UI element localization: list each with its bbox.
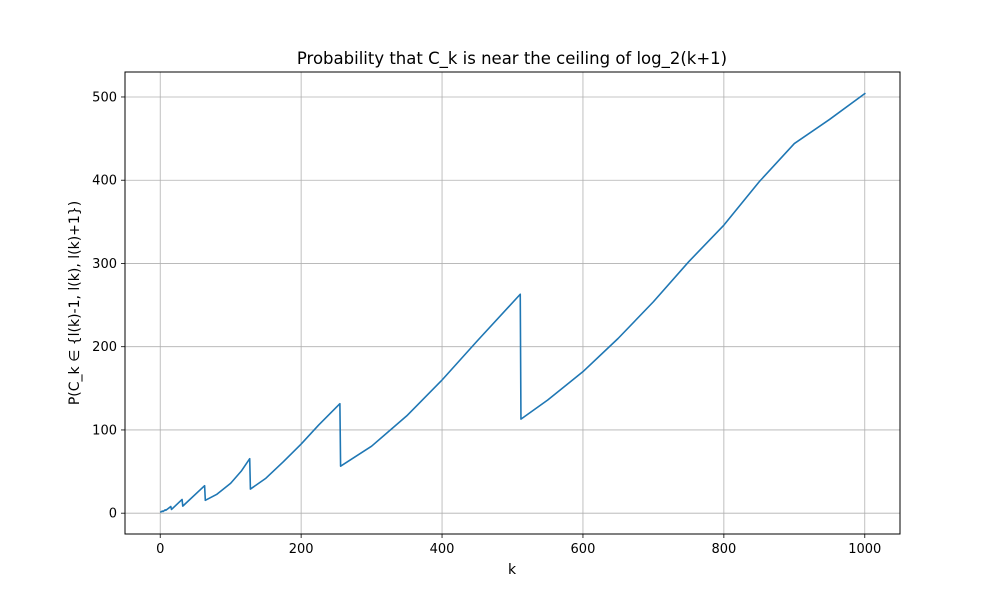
y-tick-label: 0 xyxy=(109,507,117,522)
y-tick-label: 300 xyxy=(92,257,117,272)
y-axis-label: P(C_k ∈ {l(k)-1, l(k), l(k)+1}) xyxy=(67,201,83,405)
x-tick-label: 0 xyxy=(156,542,164,557)
x-axis-label: k xyxy=(508,562,517,578)
ticks: 0 200 400 600 800 1000 0 100 200 300 400 500 xyxy=(92,90,881,557)
plot-frame xyxy=(124,71,901,535)
y-tick-label: 500 xyxy=(92,90,117,105)
chart-title: Probability that C_k is near the ceiling… xyxy=(297,49,727,69)
x-tick-label: 800 xyxy=(711,542,736,557)
y-tick-label: 400 xyxy=(92,174,117,189)
grid xyxy=(125,72,900,534)
x-tick-label: 1000 xyxy=(848,542,881,557)
x-tick-label: 200 xyxy=(289,542,314,557)
x-tick-label: 600 xyxy=(571,542,596,557)
y-tick-label: 100 xyxy=(92,423,117,438)
x-tick-label: 400 xyxy=(430,542,455,557)
y-tick-label: 200 xyxy=(92,340,117,355)
series-layer xyxy=(159,92,866,514)
series-line-0 xyxy=(159,92,866,514)
